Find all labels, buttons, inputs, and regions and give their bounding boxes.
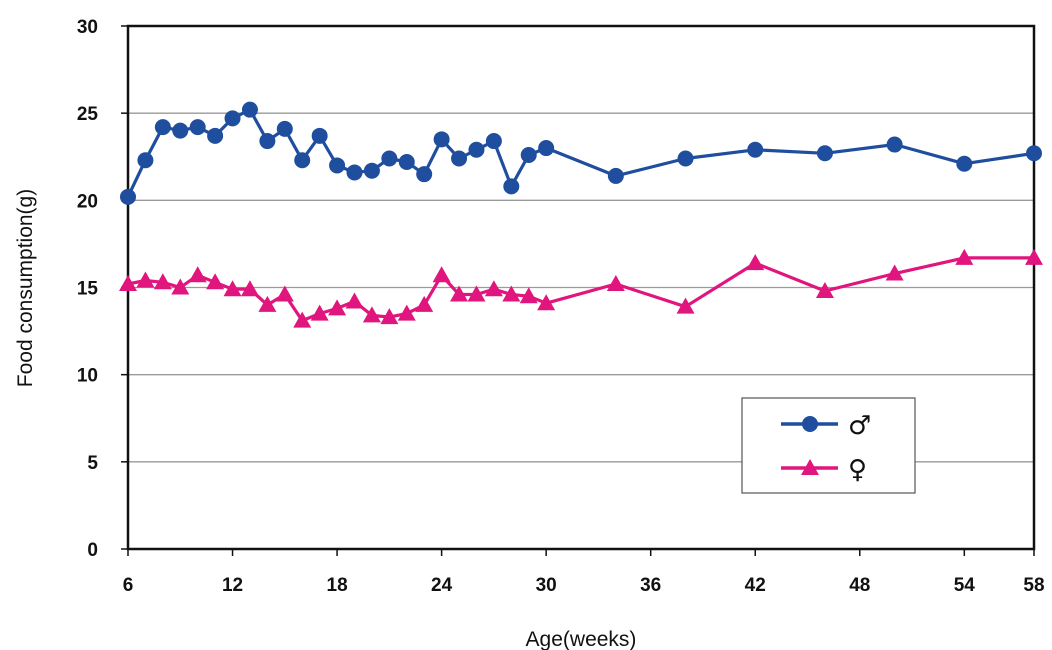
data-point-marker: [259, 133, 276, 150]
data-point-marker: [676, 297, 695, 314]
data-point-marker: [153, 273, 172, 290]
data-point-marker: [362, 306, 381, 323]
legend-box: [741, 397, 916, 494]
x-tick-label: 6: [123, 575, 134, 596]
data-point-marker: [240, 280, 259, 297]
legend-item-male: ♂: [781, 411, 871, 441]
data-point-marker: [329, 157, 346, 174]
data-point-marker: [241, 101, 258, 118]
y-tick-label: 20: [77, 191, 98, 212]
data-point-marker: [886, 136, 903, 153]
data-point-marker: [294, 152, 311, 169]
data-point-marker: [397, 304, 416, 321]
data-point-marker: [224, 110, 241, 127]
legend-label-female: ♀: [848, 455, 867, 485]
legend-marker-male: [802, 416, 818, 432]
data-point-marker: [275, 285, 294, 302]
data-point-marker: [606, 275, 625, 292]
data-point-marker: [607, 167, 624, 184]
y-tick-label: 5: [87, 453, 98, 474]
data-point-marker: [311, 127, 328, 144]
data-point-marker: [119, 275, 137, 292]
y-tick-label: 25: [77, 104, 99, 125]
data-point-marker: [955, 248, 974, 265]
series-0: [120, 101, 1042, 205]
data-point-marker: [520, 147, 537, 164]
data-point-marker: [432, 266, 451, 283]
data-point-marker: [815, 281, 834, 298]
y-tick-label: 15: [77, 279, 99, 300]
x-tick-label: 58: [1023, 575, 1044, 596]
x-tick-label: 18: [327, 575, 348, 596]
data-point-marker: [276, 120, 293, 137]
data-point-marker: [816, 145, 833, 162]
x-tick-label: 42: [745, 575, 766, 596]
y-axis-title: Food consumption(g): [14, 189, 37, 387]
series-lines: [119, 101, 1043, 328]
series-line: [126, 108, 1035, 198]
data-point-marker: [171, 278, 190, 295]
data-point-marker: [415, 295, 434, 312]
data-point-marker: [136, 271, 155, 288]
x-tick-label: 54: [954, 575, 976, 596]
series-1: [119, 248, 1043, 328]
axis-ticks: 0 5 10 15 20 25 30 6 12 18 24 30 36 42 48 54 58: [77, 17, 1045, 596]
x-tick-label: 36: [640, 575, 661, 596]
data-point-marker: [433, 131, 450, 148]
x-tick-label: 30: [536, 575, 557, 596]
data-point-marker: [746, 254, 765, 271]
data-point-marker: [328, 299, 347, 316]
data-point-marker: [416, 166, 433, 183]
y-tick-label: 10: [77, 366, 98, 387]
data-point-marker: [885, 264, 904, 281]
legend: ♂ ♀: [741, 397, 916, 494]
data-point-marker: [380, 308, 399, 325]
data-point-marker: [346, 164, 363, 181]
data-point-marker: [503, 178, 520, 195]
data-point-marker: [450, 285, 469, 302]
data-point-marker: [188, 266, 207, 283]
data-point-marker: [537, 294, 556, 311]
data-point-marker: [293, 311, 312, 328]
data-point-marker: [137, 152, 154, 169]
x-tick-label: 12: [222, 575, 243, 596]
data-point-marker: [381, 150, 398, 167]
data-point-marker: [519, 287, 538, 304]
data-point-marker: [154, 119, 171, 136]
data-point-marker: [956, 155, 973, 172]
y-tick-label: 30: [77, 17, 98, 38]
data-point-marker: [502, 285, 521, 302]
x-tick-label: 24: [431, 575, 453, 596]
data-point-marker: [538, 140, 555, 157]
data-point-marker: [172, 122, 189, 139]
data-point-marker: [1025, 248, 1043, 265]
data-point-marker: [120, 188, 136, 205]
legend-marker-female: [801, 459, 819, 475]
x-axis-title: Age(weeks): [526, 628, 637, 650]
data-point-marker: [310, 304, 329, 321]
data-point-marker: [189, 119, 206, 136]
data-point-marker: [485, 133, 502, 150]
data-point-marker: [677, 150, 694, 167]
data-point-marker: [206, 273, 225, 290]
data-point-marker: [467, 285, 486, 302]
data-point-marker: [223, 280, 242, 297]
data-point-marker: [363, 162, 380, 179]
y-tick-label: 0: [87, 540, 98, 561]
data-point-marker: [258, 295, 277, 312]
data-point-marker: [747, 141, 764, 158]
legend-item-female: ♀: [781, 455, 867, 485]
data-point-marker: [398, 153, 415, 170]
data-point-marker: [484, 280, 503, 297]
data-point-marker: [451, 150, 468, 167]
data-point-marker: [345, 292, 364, 309]
data-point-marker: [1026, 145, 1042, 162]
data-point-marker: [468, 141, 485, 158]
legend-label-male: ♂: [848, 411, 871, 441]
data-point-marker: [207, 127, 224, 144]
x-tick-label: 48: [849, 575, 870, 596]
